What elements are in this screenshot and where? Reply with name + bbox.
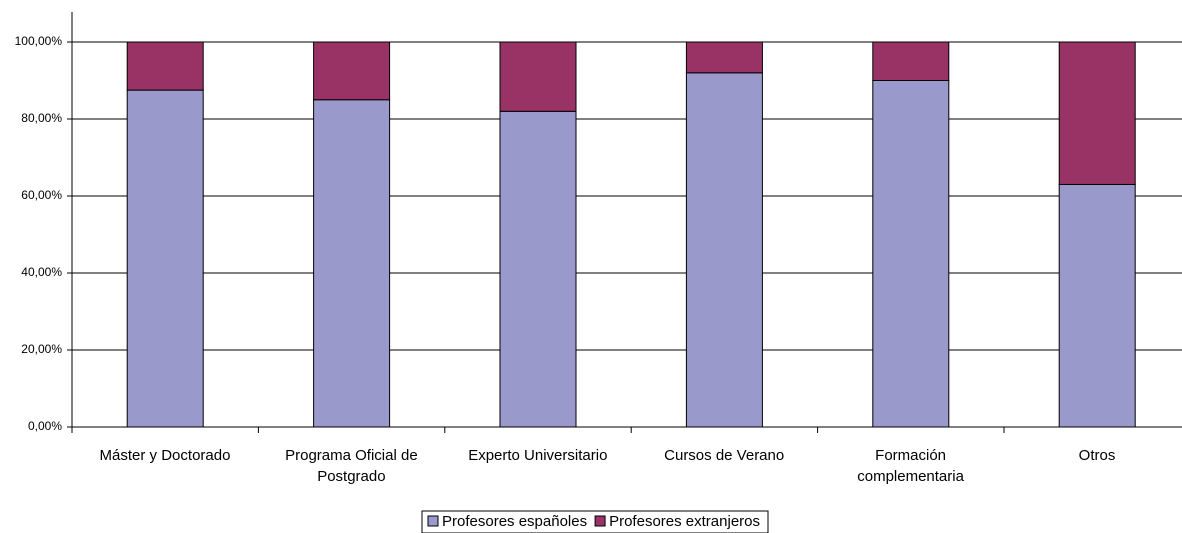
legend-label: Profesores extranjeros bbox=[609, 513, 760, 530]
bar-segment bbox=[872, 41, 950, 81]
bar-segment bbox=[313, 41, 391, 101]
bar-segment bbox=[499, 41, 577, 112]
y-tick-label: 60,00% bbox=[21, 188, 62, 202]
bar-segment bbox=[872, 80, 950, 428]
x-tick-label: Máster y Doctorado bbox=[99, 447, 231, 464]
bar-segment bbox=[126, 41, 204, 91]
legend-swatch bbox=[594, 515, 606, 527]
x-tick-label: Programa Oficial de Postgrado bbox=[285, 447, 418, 485]
x-tick-label: Cursos de Verano bbox=[664, 447, 785, 464]
legend-label: Profesores españoles bbox=[442, 513, 587, 530]
bar-segment bbox=[1058, 183, 1136, 428]
bar-segment bbox=[126, 89, 204, 428]
y-tick-label: 80,00% bbox=[21, 111, 62, 125]
x-tick-label: Experto Universitario bbox=[468, 447, 608, 464]
bar-segment bbox=[685, 41, 763, 74]
bar-segment bbox=[499, 110, 577, 428]
y-tick-label: 100,00% bbox=[15, 34, 63, 48]
x-tick-label: Formación complementaria bbox=[857, 447, 964, 485]
y-tick-label: 0,00% bbox=[28, 419, 62, 433]
legend-swatch bbox=[427, 515, 439, 527]
y-tick-label: 40,00% bbox=[21, 265, 62, 279]
x-tick-label: Otros bbox=[1078, 447, 1116, 464]
bar-segment bbox=[313, 99, 391, 428]
bar-segment bbox=[1058, 41, 1136, 185]
bar-segment bbox=[685, 72, 763, 428]
y-tick-label: 20,00% bbox=[21, 342, 62, 356]
